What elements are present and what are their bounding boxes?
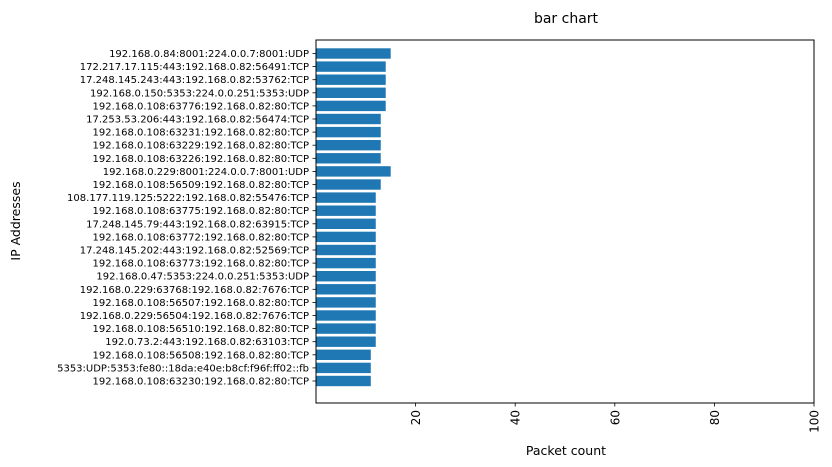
bar <box>316 362 371 374</box>
x-tick-label: 100 <box>808 410 822 433</box>
y-tick-label: 17.253.53.206:443:192.168.0.82:56474:TCP <box>86 115 309 126</box>
y-tick-label: 192.168.0.108:56510:192.168.0.82:80:TCP <box>92 324 309 335</box>
y-tick-label: 192.168.0.108:63231:192.168.0.82:80:TCP <box>92 128 309 139</box>
bar <box>316 87 386 98</box>
bar <box>316 74 386 85</box>
y-tick-label: 192.168.0.108:63776:192.168.0.82:80:TCP <box>92 101 309 112</box>
y-tick-label: 5353:UDP:5353:fe80::18da:e40e:b8cf:f96f:… <box>57 363 309 374</box>
bar <box>316 257 376 269</box>
y-tick-label: 192.0.73.2:443:192.168.0.82:63103:TCP <box>105 337 309 348</box>
bar <box>316 310 376 321</box>
y-tick-label: 192.168.0.229:8001:224.0.0.7:8001:UDP <box>103 167 309 178</box>
bar <box>316 113 381 125</box>
y-axis-label: IP Addresses <box>8 181 23 260</box>
bar <box>316 375 371 387</box>
bar <box>316 284 376 295</box>
bar <box>316 297 376 308</box>
plot-frame <box>315 39 815 404</box>
bar <box>316 323 376 334</box>
y-tick-label: 192.168.0.108:63773:192.168.0.82:80:TCP <box>92 259 309 270</box>
y-tick-label: 192.168.0.108:56507:192.168.0.82:80:TCP <box>92 298 309 309</box>
x-tick-label: 40 <box>509 410 523 425</box>
y-tick-label: 192.168.0.108:63772:192.168.0.82:80:TCP <box>92 232 309 243</box>
y-tick-label: 17.248.145.79:443:192.168.0.82:63915:TCP <box>86 219 309 230</box>
bar <box>316 192 376 203</box>
bar <box>316 179 381 190</box>
y-tick-label: 192.168.0.84:8001:224.0.0.7:8001:UDP <box>109 49 309 60</box>
bar <box>316 153 381 164</box>
bar <box>316 231 376 243</box>
bar <box>316 166 391 177</box>
bar <box>316 140 381 151</box>
bar <box>316 244 376 256</box>
y-tick-label: 192.168.0.108:56509:192.168.0.82:80:TCP <box>92 180 309 191</box>
bars-layer <box>316 48 391 387</box>
y-tick-label: 192.168.0.108:56508:192.168.0.82:80:TCP <box>92 350 309 361</box>
y-tick-label: 192.168.0.150:5353:224.0.0.251:5353:UDP <box>90 88 309 99</box>
bar <box>316 61 386 72</box>
y-tick-label: 192.168.0.229:63768:192.168.0.82:7676:TC… <box>80 285 309 296</box>
x-tick-label: 80 <box>708 410 722 425</box>
y-tick-label: 192.168.0.108:63775:192.168.0.82:80:TCP <box>92 206 309 217</box>
y-tick-label: 17.248.145.243:443:192.168.0.82:53762:TC… <box>80 75 309 86</box>
bar <box>316 126 381 138</box>
x-tick-label: 20 <box>409 410 423 425</box>
y-tick-label: 192.168.0.229:56504:192.168.0.82:7676:TC… <box>80 311 309 322</box>
bar <box>316 48 391 59</box>
bar <box>316 218 376 229</box>
y-tick-labels: 192.168.0.84:8001:224.0.0.7:8001:UDP 172.… <box>57 49 316 388</box>
bar <box>316 100 386 112</box>
bar <box>316 271 376 282</box>
chart-title: bar chart <box>534 11 599 27</box>
y-tick-label: 172.217.17.115:443:192.168.0.82:56491:TC… <box>80 62 309 73</box>
y-tick-label: 192.168.0.108:63230:192.168.0.82:80:TCP <box>92 377 309 388</box>
bar <box>316 349 371 360</box>
x-tick-label: 60 <box>608 410 622 425</box>
y-tick-label: 192.168.0.47:5353:224.0.0.251:5353:UDP <box>96 272 309 283</box>
bar <box>316 336 376 347</box>
y-tick-label: 192.168.0.108:63229:192.168.0.82:80:TCP <box>92 141 309 152</box>
x-tick-labels: 20 40 60 80 100 <box>409 403 822 433</box>
y-tick-label: 108.177.119.125:5222:192.168.0.82:55476:… <box>67 193 309 204</box>
bar <box>316 205 376 216</box>
y-tick-label: 17.248.145.202:443:192.168.0.82:52569:TC… <box>80 246 309 257</box>
y-tick-label: 192.168.0.108:63226:192.168.0.82:80:TCP <box>92 154 309 165</box>
x-axis-label: Packet count <box>526 443 606 458</box>
